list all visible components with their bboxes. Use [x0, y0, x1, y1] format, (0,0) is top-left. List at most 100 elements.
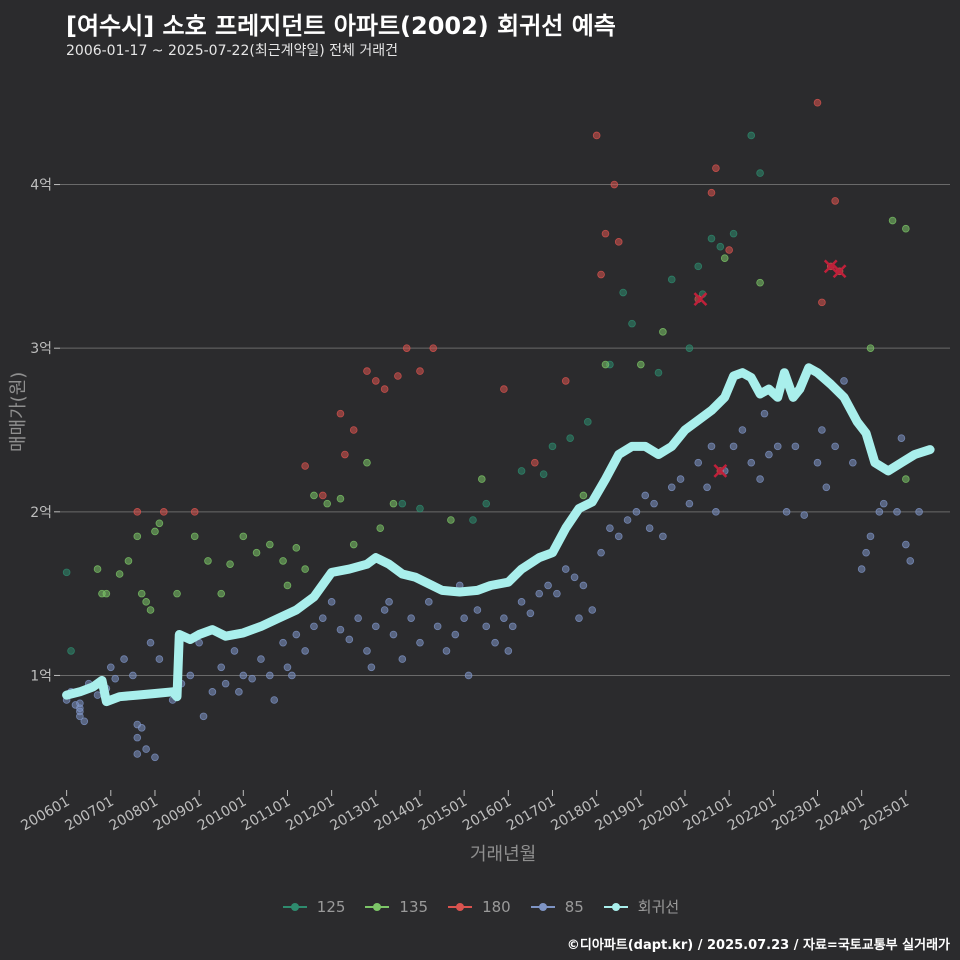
point-85	[239, 671, 248, 680]
point-85	[553, 589, 561, 598]
point-135	[151, 527, 159, 536]
point-85	[416, 638, 424, 647]
point-85	[906, 557, 915, 565]
point-135	[756, 278, 764, 287]
point-125	[654, 368, 663, 377]
point-85	[319, 614, 327, 622]
point-85	[606, 524, 614, 532]
x-marker	[693, 292, 708, 306]
point-85	[782, 508, 791, 516]
point-85	[508, 622, 517, 631]
point-85	[76, 712, 84, 721]
point-180	[336, 409, 345, 418]
point-135	[155, 519, 164, 528]
point-180	[601, 229, 610, 238]
point-85	[235, 688, 243, 696]
x-tick-label: 202401	[813, 794, 867, 835]
point-125	[517, 467, 526, 475]
point-125	[539, 470, 548, 478]
point-85	[712, 508, 720, 516]
point-85	[570, 573, 579, 582]
point-85	[645, 524, 654, 532]
point-125	[584, 418, 592, 426]
point-125	[756, 169, 764, 177]
point-85	[345, 635, 354, 644]
point-85	[372, 622, 380, 631]
point-85	[800, 511, 809, 519]
point-125	[566, 434, 574, 442]
point-180	[394, 372, 402, 380]
point-85	[266, 671, 274, 680]
point-85	[464, 671, 473, 680]
legend-swatch	[529, 897, 557, 917]
point-180	[831, 197, 839, 205]
source-caption: ©디아파트(dapt.kr) / 2025.07.23 / 자료=국토교통부 실…	[566, 938, 950, 953]
point-85	[915, 508, 923, 516]
point-85	[756, 475, 764, 483]
point-85	[535, 589, 544, 598]
x-axis-ticks: 2006012007012008012009012010012011012012…	[18, 790, 912, 835]
legend-swatch	[446, 897, 474, 917]
point-125	[716, 242, 725, 251]
point-85	[93, 691, 102, 699]
legend-label: 회귀선	[637, 898, 680, 916]
grid-lines	[60, 184, 950, 676]
legend-item: 180	[446, 896, 511, 917]
x-tick-label: 201701	[504, 794, 558, 835]
legend: 125 135 180 85 회귀선	[0, 896, 960, 917]
point-180	[416, 367, 424, 375]
point-180	[614, 238, 623, 246]
point-135	[146, 606, 155, 614]
point-135	[301, 565, 309, 573]
point-85	[902, 540, 910, 549]
point-85	[579, 581, 588, 590]
point-125	[67, 647, 75, 655]
point-85	[641, 491, 650, 500]
legend-label: 125	[316, 897, 346, 916]
legend-label: 180	[482, 897, 511, 916]
point-85	[336, 625, 345, 634]
point-135	[124, 557, 133, 565]
y-axis-label: 매매가(원)	[8, 371, 29, 452]
point-180	[372, 377, 380, 385]
x-tick-label: 200901	[151, 794, 205, 835]
point-85	[849, 458, 857, 467]
point-85	[491, 638, 499, 647]
point-85	[650, 499, 658, 508]
y-axis-ticks: 1억 2억 3억 4억	[30, 178, 60, 684]
point-125	[548, 442, 557, 451]
point-180	[813, 98, 822, 107]
point-135	[478, 475, 486, 483]
point-85	[380, 606, 389, 614]
x-marker	[713, 464, 728, 478]
point-85	[623, 516, 632, 524]
point-85	[310, 622, 318, 631]
legend-label: 135	[399, 897, 429, 916]
point-135	[902, 224, 910, 233]
point-85	[292, 630, 301, 639]
point-125	[685, 344, 694, 352]
point-85	[155, 655, 164, 663]
point-85	[588, 606, 597, 614]
point-180	[380, 385, 389, 393]
point-180	[597, 270, 605, 279]
point-85	[897, 434, 906, 442]
point-180	[402, 344, 411, 352]
point-85	[667, 483, 676, 492]
point-125	[416, 504, 424, 513]
x-tick-label: 201001	[195, 794, 249, 835]
point-135	[173, 589, 181, 598]
legend-swatch	[281, 897, 309, 917]
point-125	[62, 568, 71, 577]
x-axis-label: 거래년월	[470, 844, 537, 865]
point-135	[310, 491, 318, 500]
point-135	[279, 557, 287, 565]
y-tick-label: 4억	[30, 178, 52, 194]
point-85	[840, 377, 848, 385]
x-tick-label: 202201	[725, 794, 779, 835]
point-85	[879, 499, 888, 508]
point-85	[354, 614, 362, 622]
point-85	[283, 663, 292, 672]
point-135	[93, 565, 102, 573]
